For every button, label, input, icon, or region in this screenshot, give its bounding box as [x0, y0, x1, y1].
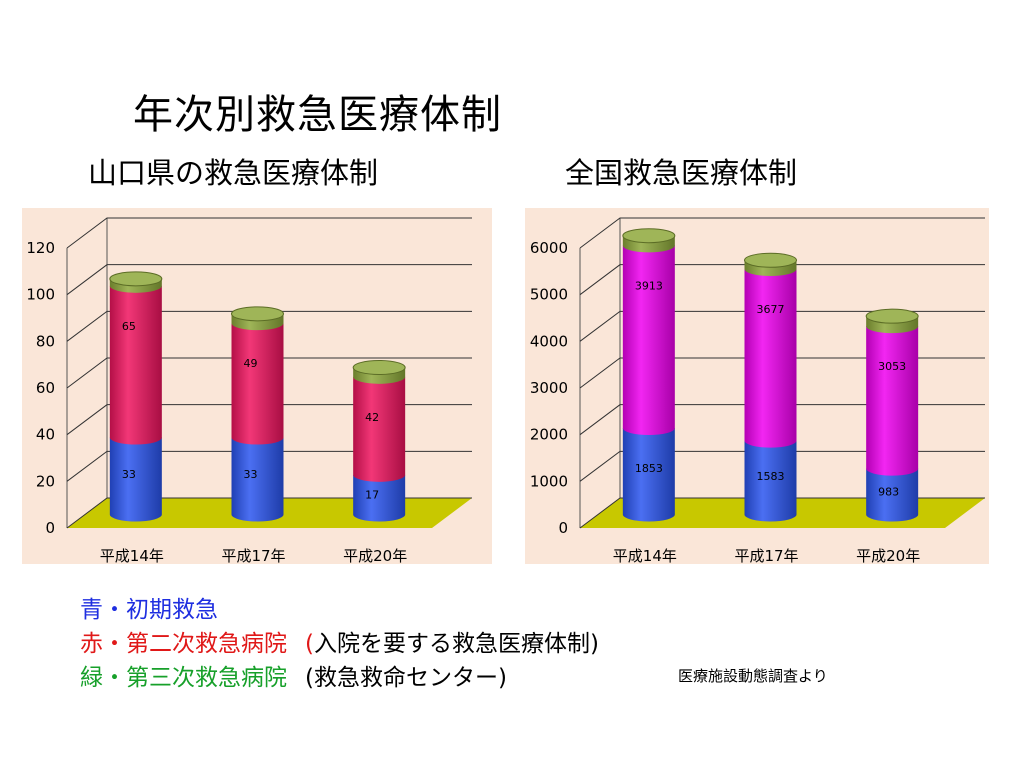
gridline: [66, 264, 472, 296]
bar-segment: [866, 326, 919, 476]
bar-segment: [622, 428, 675, 522]
gridline: [579, 264, 985, 296]
bar-stack: 17424: [352, 360, 406, 522]
gridline: [66, 497, 472, 529]
source-note: 医療施設動態調査より: [678, 667, 828, 685]
bar-stack: 18533913208: [622, 228, 676, 522]
bar-top-cap: [352, 360, 406, 375]
y-tick-label: 2000: [530, 426, 568, 444]
chart-yamaguchi: 02040608010012033653平成14年33494平成17年17424…: [22, 208, 492, 565]
x-tick-label: 平成20年: [856, 547, 920, 565]
x-tick-label: 平成17年: [221, 547, 285, 565]
gridline: [66, 450, 472, 482]
chart-title-national: 全国救急医療体制: [565, 156, 798, 190]
gridline: [66, 217, 472, 249]
bar-segment: [353, 376, 406, 482]
chart-national: 010002000300040005000600018533913208平成14…: [525, 208, 989, 565]
y-tick-label: 6000: [530, 239, 568, 257]
y-tick-label: 3000: [530, 379, 568, 397]
gridline: [579, 357, 985, 389]
bar-segment: [744, 440, 797, 522]
gridline: [579, 497, 985, 529]
bar-segment: [231, 437, 284, 522]
x-tick-label: 平成14年: [100, 547, 164, 565]
gridline: [66, 310, 472, 342]
data-label: 3053: [878, 360, 906, 373]
data-label: 1853: [635, 462, 663, 475]
legend-green: 緑・第三次救急病院 (救急救命センター): [80, 658, 507, 692]
x-tick-label: 平成14年: [613, 547, 677, 565]
page-title: 年次別救急医療体制: [133, 92, 502, 138]
data-label: 49: [244, 357, 258, 370]
data-label: 42: [365, 411, 379, 424]
y-tick-label: 0: [45, 519, 55, 537]
y-tick-label: 120: [26, 239, 55, 257]
bar-stack: 33653: [109, 271, 163, 522]
y-tick-label: 5000: [530, 286, 568, 304]
bar-segment: [109, 285, 162, 445]
gridline: [579, 450, 985, 482]
x-tick-label: 平成17年: [734, 547, 798, 565]
chart-title-yamaguchi: 山口県の救急医療体制: [88, 156, 379, 190]
bar-stack: 33494: [231, 306, 284, 522]
y-tick-label: 40: [36, 426, 55, 444]
legend-red-note: 入院を要する救急医療体制): [313, 631, 599, 657]
gridline: [66, 404, 472, 436]
y-tick-label: 4000: [530, 332, 568, 350]
data-label: 65: [122, 320, 136, 333]
data-label: 3913: [635, 279, 663, 292]
bar-segment: [866, 468, 919, 522]
y-tick-label: 80: [36, 332, 55, 350]
y-tick-label: 60: [36, 379, 55, 397]
x-tick-label: 平成20年: [343, 547, 407, 565]
data-label: 17: [365, 489, 379, 502]
legend-red-paren: (: [305, 631, 314, 657]
legend-green-note: (救急救命センター): [305, 665, 507, 691]
data-label: 983: [878, 485, 899, 498]
legend-red-label: 赤・第二次救急病院: [80, 631, 287, 657]
y-tick-label: 100: [26, 286, 55, 304]
data-label: 33: [122, 468, 136, 481]
data-label: 3677: [757, 303, 785, 316]
bar-stack: 15833677188: [744, 252, 797, 522]
bar-top-cap: [109, 271, 163, 287]
data-label: 1583: [757, 470, 785, 483]
gridline: [579, 310, 985, 342]
gridline: [579, 404, 985, 436]
gridline: [66, 357, 472, 389]
y-tick-label: 0: [558, 519, 568, 537]
bar-top-cap: [865, 308, 919, 324]
bar-segment: [622, 245, 675, 436]
y-tick-label: 1000: [530, 472, 568, 490]
legend-blue-label: 青・初期救急: [80, 597, 218, 623]
bar-segment: [109, 437, 162, 522]
bar-top-cap: [231, 306, 284, 322]
legend-green-label: 緑・第三次救急病院: [80, 665, 287, 691]
gridline: [579, 217, 985, 249]
legend-blue: 青・初期救急: [80, 590, 218, 624]
bar-segment: [231, 323, 284, 445]
y-tick-label: 20: [36, 472, 55, 490]
bar-stack: 9833053214: [865, 308, 919, 522]
data-label: 33: [244, 468, 258, 481]
bar-segment: [744, 269, 797, 448]
bar-segment: [353, 474, 406, 522]
bar-top-cap: [622, 228, 676, 244]
bar-top-cap: [744, 252, 797, 268]
legend-red: 赤・第二次救急病院 (入院を要する救急医療体制): [80, 624, 599, 658]
